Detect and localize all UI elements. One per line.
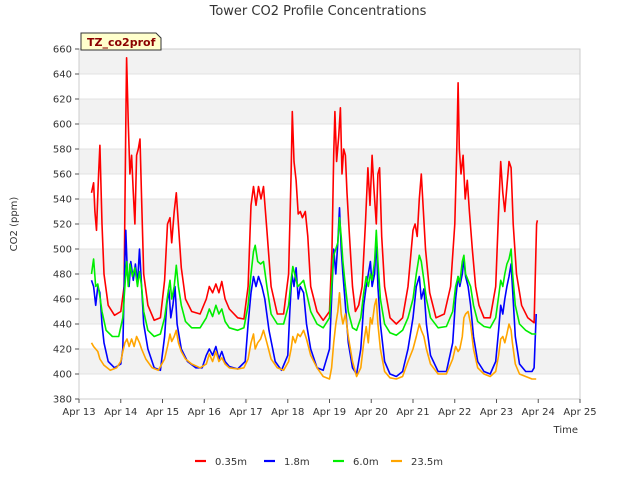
legend-item-6.0m: 6.0m (333, 457, 379, 468)
y-tick-label: 500 (53, 245, 72, 256)
legend-label: 6.0m (353, 457, 379, 468)
y-axis-label: CO2 (ppm) (9, 197, 20, 252)
badge-box (80, 32, 162, 51)
x-tick-label: Apr 23 (480, 407, 513, 418)
x-tick-label: Apr 15 (146, 407, 179, 418)
x-tick-label: Apr 21 (396, 407, 429, 418)
y-tick-label: 620 (53, 95, 72, 106)
series-line-0.35m (90, 57, 539, 325)
y-axis-ticks: 380 400 420 440 460 480 500 520 540 560 580 600 620 6… (53, 45, 79, 406)
x-tick-label: Apr 13 (62, 407, 95, 418)
series-line-23.5m (90, 292, 537, 380)
y-tick-label: 580 (53, 145, 72, 156)
legend-item-1.8m: 1.8m (264, 457, 310, 468)
badge: TZ_co2prof (80, 32, 162, 51)
grid-band (79, 149, 580, 174)
y-tick-label: 460 (53, 295, 72, 306)
y-tick-label: 380 (53, 395, 72, 406)
y-tick-label: 440 (53, 320, 72, 331)
y-tick-label: 420 (53, 345, 72, 356)
x-tick-label: Apr 18 (271, 407, 304, 418)
x-tick-label: Apr 16 (188, 407, 221, 418)
legend-label: 23.5m (411, 457, 443, 468)
legend-item-0.35m: 0.35m (195, 457, 247, 468)
y-tick-label: 660 (53, 45, 72, 56)
badge-label: TZ_co2prof (87, 36, 156, 49)
x-tick-label: Apr 25 (563, 407, 596, 418)
x-tick-label: Apr 17 (229, 407, 262, 418)
series-line-6.0m (90, 216, 537, 338)
y-tick-label: 600 (53, 120, 72, 131)
y-tick-label: 480 (53, 270, 72, 281)
grid-band (79, 199, 580, 224)
grid-band (79, 349, 580, 374)
y-tick-label: 640 (53, 70, 72, 81)
legend-label: 1.8m (284, 457, 310, 468)
x-axis-ticks: Apr 13 Apr 14 Apr 15 Apr 16 Apr 17 Apr 18 Apr … (62, 399, 597, 418)
y-tick-label: 560 (53, 170, 72, 181)
x-tick-label: Apr 24 (522, 407, 555, 418)
y-tick-label: 540 (53, 195, 72, 206)
series-lines (90, 57, 539, 380)
y-tick-label: 520 (53, 220, 72, 231)
x-tick-label: Apr 20 (355, 407, 388, 418)
x-tick-label: Apr 14 (104, 407, 137, 418)
chart-title: Tower CO2 Profile Concentrations (209, 4, 427, 19)
grid-band (79, 99, 580, 124)
legend: 0.35m 1.8m 6.0m 23.5m (195, 457, 443, 468)
x-tick-label: Apr 22 (438, 407, 471, 418)
x-tick-label: Apr 19 (313, 407, 346, 418)
grid-band (79, 49, 580, 74)
legend-label: 0.35m (215, 457, 247, 468)
y-tick-label: 400 (53, 370, 72, 381)
legend-item-23.5m: 23.5m (391, 457, 443, 468)
x-axis-label: Time (553, 425, 578, 436)
